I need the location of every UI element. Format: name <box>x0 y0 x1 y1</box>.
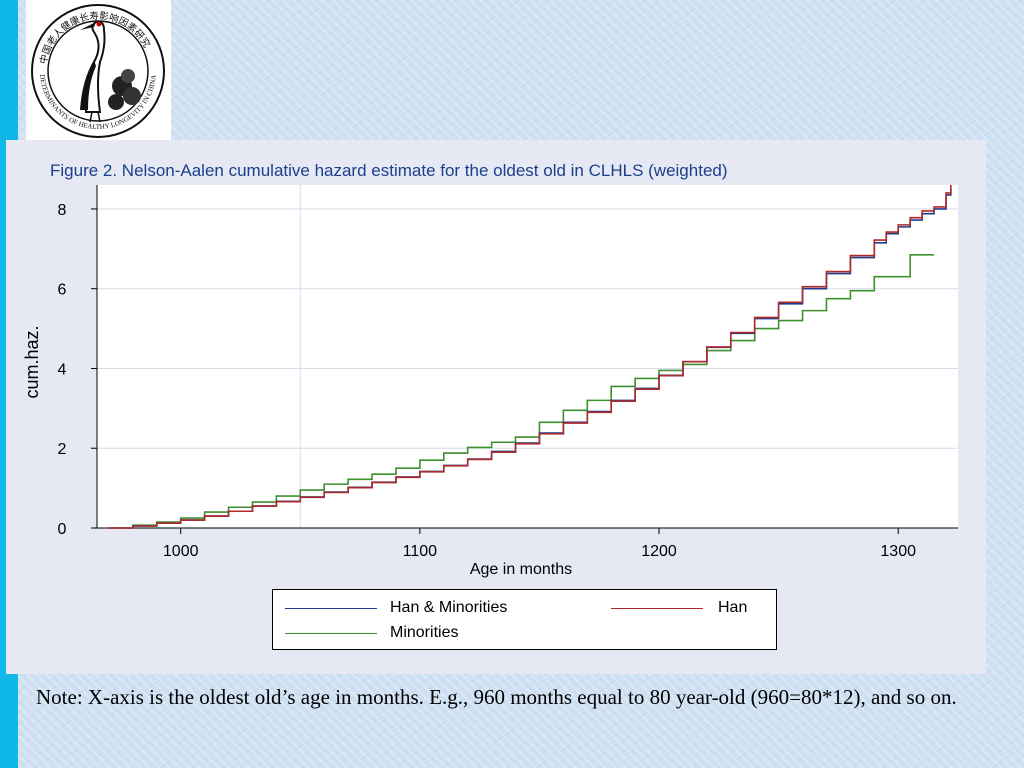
x-tick-label: 1100 <box>403 543 438 560</box>
legend-swatch-han-minorities <box>285 608 377 609</box>
crane-logo: 中国老人健康长寿影响因素研究 DETERMINANTS OF HEALTHY L… <box>26 0 171 142</box>
y-tick-label: 2 <box>58 441 67 458</box>
legend-swatch-minorities <box>285 633 377 634</box>
legend-label-minorities: Minorities <box>390 624 459 641</box>
plot-area <box>97 185 958 528</box>
chart-legend: Han & Minorities Han Minorities <box>272 589 777 650</box>
series-line-han <box>108 185 952 529</box>
x-tick-label: 1000 <box>163 543 199 560</box>
y-tick-label: 8 <box>58 202 67 219</box>
x-tick-label: 1300 <box>880 543 916 560</box>
y-axis-label: cum.haz. <box>22 325 42 398</box>
x-tick-label: 1200 <box>641 543 677 560</box>
legend-swatch-han <box>611 608 703 609</box>
crane-logo-graphic: 中国老人健康长寿影响因素研究 DETERMINANTS OF HEALTHY L… <box>31 4 165 138</box>
series-group <box>108 185 952 529</box>
series-line-minorities <box>108 253 935 529</box>
y-tick-label: 6 <box>58 282 67 299</box>
legend-label-han: Han <box>718 599 748 616</box>
x-axis-label: Age in months <box>470 561 572 578</box>
y-tick-label: 0 <box>58 521 67 538</box>
y-tick-label: 4 <box>58 361 67 378</box>
figure-title: Figure 2. Nelson-Aalen cumulative hazard… <box>50 161 728 180</box>
footnote: Note: X-axis is the oldest old’s age in … <box>36 685 957 709</box>
axes: 0 2 4 6 8 1000 1100 1200 1300 <box>58 185 958 560</box>
legend-label-han-minorities: Han & Minorities <box>390 599 508 616</box>
